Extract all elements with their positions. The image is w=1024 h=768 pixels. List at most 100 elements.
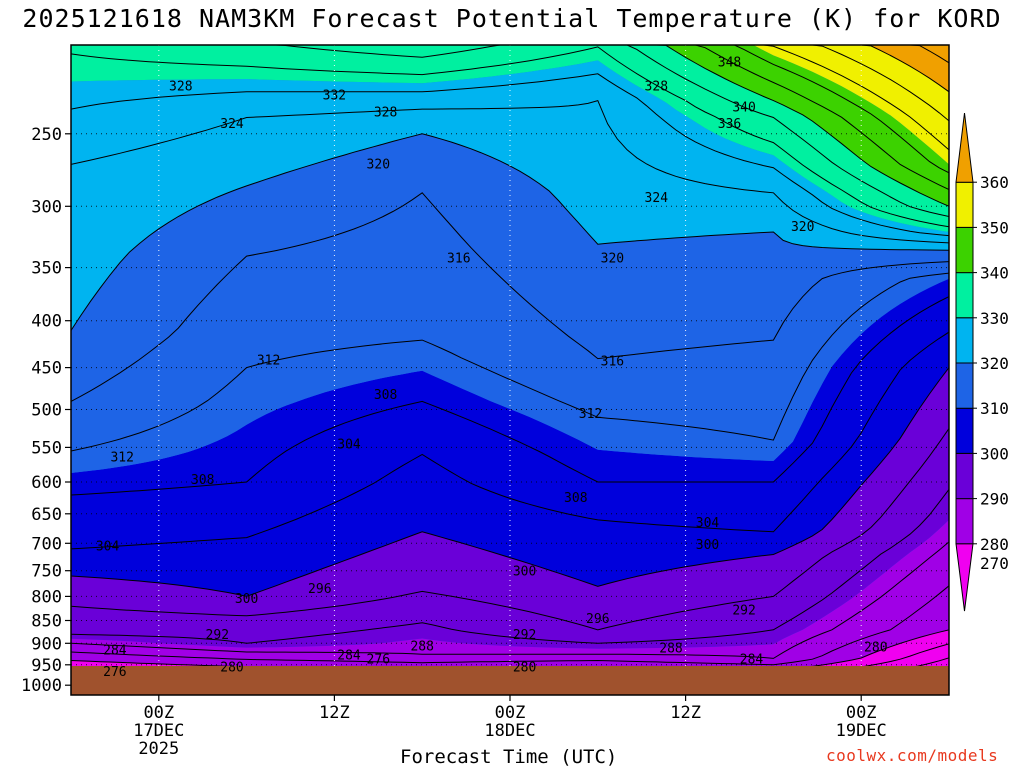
contour-line-288 xyxy=(71,541,949,659)
colorbar-label-360: 360 xyxy=(980,173,1009,192)
y-tick-label-650: 650 xyxy=(31,505,62,525)
contour-label-284: 284 xyxy=(103,643,127,658)
x-tick-label-30-0: 00Z xyxy=(495,703,526,723)
contour-line-348 xyxy=(71,45,949,174)
colorbar-segment-300 xyxy=(955,407,974,454)
colorbar-label-320: 320 xyxy=(980,354,1009,373)
theta-band-290 xyxy=(71,367,949,649)
contour-label-316: 316 xyxy=(601,354,624,369)
theta-band-310 xyxy=(71,133,949,474)
y-tick-label-950: 950 xyxy=(31,656,62,676)
contour-label-284: 284 xyxy=(337,649,361,664)
contour-label-316: 316 xyxy=(447,251,470,266)
contour-line-308 xyxy=(71,296,949,496)
contour-label-308: 308 xyxy=(564,491,587,506)
contour-line-300 xyxy=(71,367,949,597)
y-tick-label-600: 600 xyxy=(31,473,62,493)
contour-line-292 xyxy=(71,489,949,644)
x-tick-label-6-1: 17DEC xyxy=(133,721,184,741)
y-tick-label-500: 500 xyxy=(31,401,62,421)
contour-line-344 xyxy=(71,45,949,190)
contour-label-304: 304 xyxy=(337,438,361,453)
contour-label-340: 340 xyxy=(732,101,755,116)
y-tick-label-700: 700 xyxy=(31,534,62,554)
contour-label-336: 336 xyxy=(718,117,741,132)
contour-label-300: 300 xyxy=(696,538,719,553)
colorbar-label-350: 350 xyxy=(980,218,1009,237)
colorbar-label-310: 310 xyxy=(980,399,1009,418)
contour-line-324 xyxy=(71,99,949,244)
gridlines xyxy=(71,45,949,695)
contour-label-332: 332 xyxy=(323,88,346,103)
contour-line-284 xyxy=(71,585,949,666)
contour-line-304 xyxy=(71,331,949,550)
y-tick-label-400: 400 xyxy=(31,312,62,332)
colorbar-segment-310 xyxy=(955,362,974,409)
contour-label-328: 328 xyxy=(645,80,668,95)
colorbar-label-340: 340 xyxy=(980,264,1009,283)
contour-label-288: 288 xyxy=(659,642,682,657)
contour-label-292: 292 xyxy=(513,628,536,643)
contour-label-320: 320 xyxy=(601,251,624,266)
contour-label-296: 296 xyxy=(308,582,331,597)
x-tick-label-54-1: 19DEC xyxy=(836,721,887,741)
contour-label-292: 292 xyxy=(206,628,229,643)
y-tick-label-250: 250 xyxy=(31,125,62,145)
x-tick-label-6-2: 2025 xyxy=(138,739,179,759)
colorbar-segment-270 xyxy=(955,543,974,612)
contour-label-280: 280 xyxy=(864,641,887,656)
contour-label-312: 312 xyxy=(579,407,602,422)
colorbar-segment-280 xyxy=(955,498,974,545)
x-tick-label-6-0: 00Z xyxy=(143,703,174,723)
y-tick-label-750: 750 xyxy=(31,562,62,582)
contour-label-280: 280 xyxy=(513,660,536,675)
x-tick-label-30-1: 18DEC xyxy=(484,721,535,741)
contour-label-312: 312 xyxy=(257,353,280,368)
y-tick-label-800: 800 xyxy=(31,587,62,607)
contour-label-276: 276 xyxy=(103,665,126,680)
contour-label-292: 292 xyxy=(732,604,755,619)
contour-line-352 xyxy=(71,45,949,151)
colorbar-segment-350 xyxy=(955,181,974,228)
contour-line-340 xyxy=(71,45,949,207)
y-tick-label-900: 900 xyxy=(31,634,62,654)
contour-line-336 xyxy=(71,45,949,217)
colorbar-label-330: 330 xyxy=(980,309,1009,328)
colorbar-label-280: 280 xyxy=(980,535,1009,554)
contour-label-304: 304 xyxy=(696,516,720,531)
colorbar-label-270: 270 xyxy=(980,554,1009,573)
contour-line-312 xyxy=(71,272,949,452)
colorbar-label-300: 300 xyxy=(980,444,1009,463)
credit-text[interactable]: coolwx.com/models xyxy=(826,746,999,765)
colorbar-segment-330 xyxy=(955,272,974,319)
contour-label-300: 300 xyxy=(235,592,258,607)
contour-line-296 xyxy=(71,428,949,631)
contour-label-324: 324 xyxy=(645,191,669,206)
colorbar-segment-320 xyxy=(955,317,974,364)
colorbar-segment-340 xyxy=(955,226,974,274)
surface-ground xyxy=(71,666,949,695)
x-tick-label-54-0: 00Z xyxy=(846,703,877,723)
contour-line-316 xyxy=(71,192,949,402)
contour-label-308: 308 xyxy=(374,388,397,403)
contour-label-284: 284 xyxy=(740,653,764,668)
contour-label-328: 328 xyxy=(169,80,192,95)
contour-label-320: 320 xyxy=(791,220,814,235)
colorbar-segment-290 xyxy=(955,452,974,500)
colorbar-label-290: 290 xyxy=(980,490,1009,509)
contour-label-276: 276 xyxy=(367,653,390,668)
contour-label-304: 304 xyxy=(96,540,120,555)
contour-label-312: 312 xyxy=(110,450,133,465)
contour-label-324: 324 xyxy=(220,117,244,132)
contour-label-288: 288 xyxy=(410,639,433,654)
y-tick-label-1000: 1000 xyxy=(21,676,62,696)
contour-line-332 xyxy=(71,46,949,228)
y-axis: 2503003504004505005506006507007508008509… xyxy=(21,125,71,696)
contour-label-308: 308 xyxy=(191,473,214,488)
contour-label-300: 300 xyxy=(513,564,536,579)
theta-band-320 xyxy=(71,60,949,331)
